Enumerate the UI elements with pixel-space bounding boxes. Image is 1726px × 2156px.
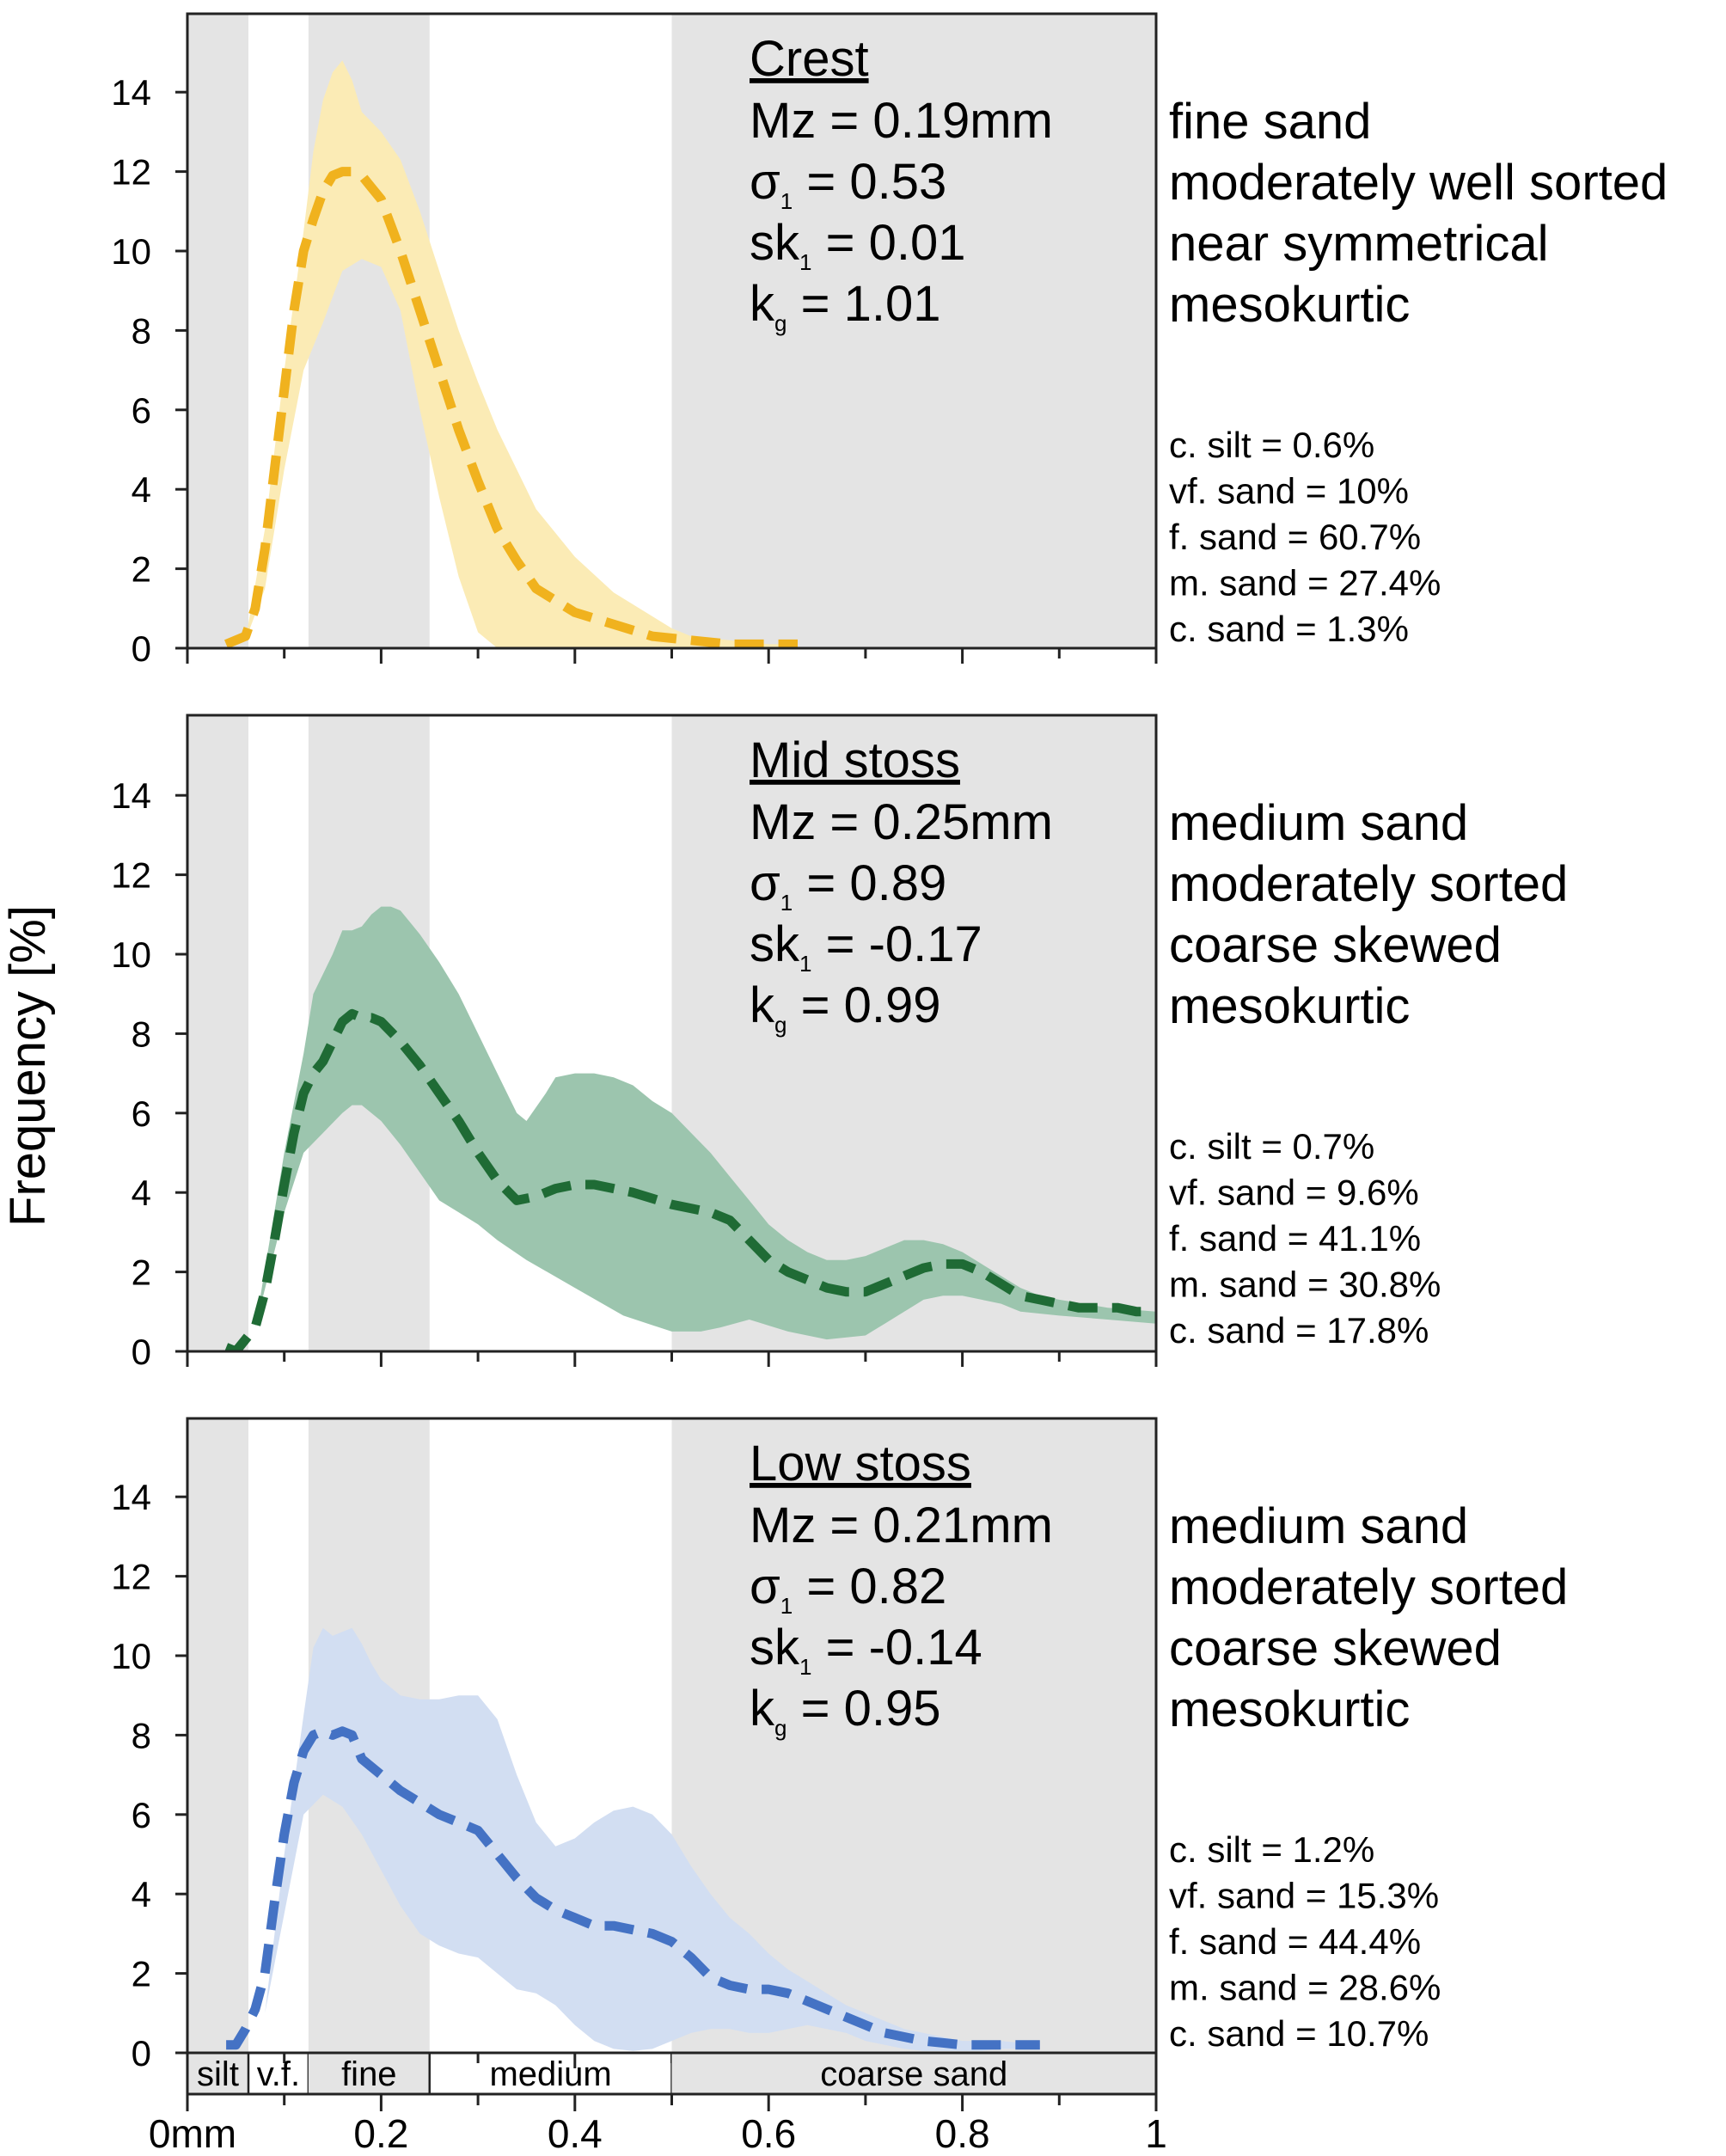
- y-tick-label: 10: [111, 934, 151, 975]
- composition-line: c. silt = 0.7%: [1169, 1126, 1374, 1167]
- x-tick-label: 0mm: [149, 2111, 236, 2156]
- class-shade-coarse-sand: [671, 14, 1156, 648]
- class-cell-fine: [308, 2053, 430, 2094]
- composition-line: c. sand = 17.8%: [1169, 1310, 1429, 1351]
- composition-line: vf. sand = 10%: [1169, 471, 1409, 511]
- stat-line: kg = 0.95: [750, 1681, 940, 1741]
- y-tick-label: 8: [132, 1715, 151, 1755]
- class-shade-silt: [187, 1418, 249, 2053]
- stat-line: sk1 = -0.17: [750, 916, 982, 977]
- composition-line: m. sand = 28.6%: [1169, 1968, 1441, 2008]
- panel-title: Mid stoss: [750, 732, 960, 788]
- range-band: [245, 60, 799, 648]
- class-label-coarse-sand: coarse sand: [820, 2055, 1007, 2093]
- x-tick-label: 0.4: [548, 2111, 603, 2156]
- composition-line: c. silt = 0.6%: [1169, 425, 1374, 465]
- classification-line: coarse skewed: [1169, 1620, 1502, 1676]
- y-tick-label: 6: [132, 1795, 151, 1835]
- range-band: [265, 1627, 1040, 2051]
- classification-line: coarse skewed: [1169, 917, 1502, 973]
- x-axis: 0mm 0.2 0.4 0.6 0.8 1: [149, 2092, 1167, 2156]
- classification-line: medium sand: [1169, 795, 1468, 851]
- composition-line: c. sand = 1.3%: [1169, 609, 1409, 649]
- stat-line: sk1 = 0.01: [750, 215, 965, 275]
- y-tick-label: 2: [132, 549, 151, 590]
- stat-line: Mz = 0.25mm: [750, 794, 1053, 850]
- y-tick-label: 8: [132, 310, 151, 351]
- classification-line: fine sand: [1169, 94, 1371, 150]
- stat-line: Mz = 0.21mm: [750, 1498, 1053, 1553]
- composition-line: c. silt = 1.2%: [1169, 1829, 1374, 1870]
- class-label-silt: silt: [197, 2055, 239, 2093]
- y-tick-label: 14: [111, 72, 151, 113]
- y-axis-label: Frequency [%]: [0, 905, 56, 1227]
- y-tick-label: 14: [111, 1477, 151, 1517]
- panel-title: Crest: [750, 31, 869, 87]
- classification-line: near symmetrical: [1169, 216, 1549, 272]
- composition-line: f. sand = 60.7%: [1169, 517, 1421, 557]
- classification-line: medium sand: [1169, 1498, 1468, 1554]
- stat-line: σ1 = 0.53: [750, 154, 946, 214]
- mean-curve: [226, 1726, 1040, 2050]
- class-label-v-f-: v.f.: [257, 2055, 300, 2093]
- composition-line: f. sand = 44.4%: [1169, 1921, 1421, 1962]
- y-tick-label: 4: [132, 469, 151, 510]
- composition-line: m. sand = 30.8%: [1169, 1265, 1441, 1305]
- y-tick-label: 2: [132, 1253, 151, 1293]
- stat-line: sk1 = -0.14: [750, 1620, 982, 1680]
- grain-class-bar: silt v.f. fine medium coarse sand: [186, 2051, 1158, 2096]
- y-tick-label: 0: [132, 628, 151, 669]
- y-tick-label: 4: [132, 1173, 151, 1213]
- classification-line: moderately sorted: [1169, 1559, 1568, 1615]
- stat-line: kg = 1.01: [750, 276, 940, 336]
- mean-curve: [224, 1008, 1156, 1351]
- class-shade-silt: [187, 715, 249, 1351]
- class-label-fine: fine: [341, 2055, 397, 2093]
- y-tick-label: 12: [111, 1557, 151, 1597]
- classification-line: mesokurtic: [1169, 277, 1410, 333]
- composition-line: vf. sand = 9.6%: [1169, 1173, 1419, 1213]
- stat-line: σ1 = 0.82: [750, 1559, 946, 1619]
- stat-line: kg = 0.99: [750, 977, 940, 1038]
- y-tick-label: 8: [132, 1014, 151, 1054]
- classification-line: moderately sorted: [1169, 856, 1568, 912]
- x-tick-label: 0.6: [741, 2111, 796, 2156]
- y-tick-label: 6: [132, 1093, 151, 1134]
- composition-line: f. sand = 41.1%: [1169, 1218, 1421, 1259]
- composition-line: vf. sand = 15.3%: [1169, 1876, 1439, 1916]
- panel-title: Low stoss: [750, 1436, 971, 1491]
- x-tick-label: 0.2: [353, 2111, 408, 2156]
- y-tick-label: 10: [111, 1636, 151, 1676]
- y-tick-label: 14: [111, 775, 151, 816]
- classification-line: moderately well sorted: [1169, 155, 1668, 211]
- y-tick-label: 6: [132, 390, 151, 431]
- y-tick-label: 10: [111, 231, 151, 272]
- x-tick-label: 1: [1145, 2111, 1167, 2156]
- y-tick-label: 0: [132, 2033, 151, 2073]
- mean-curve: [223, 167, 798, 648]
- range-band: [254, 906, 1156, 1340]
- class-cell-coarse-sand: [671, 2053, 1156, 2094]
- y-tick-label: 12: [111, 152, 151, 193]
- y-tick-label: 12: [111, 855, 151, 896]
- y-tick-label: 2: [132, 1954, 151, 1994]
- classification-line: mesokurtic: [1169, 978, 1410, 1034]
- composition-line: c. sand = 10.7%: [1169, 2013, 1429, 2054]
- panel-low-stoss: 0 2 4 6 8 10 12 14 Low stoss Mz = 0.21mm σ1 = 0.82…: [111, 1417, 1568, 2073]
- x-tick-label: 0.8: [935, 2111, 990, 2156]
- y-tick-label: 4: [132, 1874, 151, 1914]
- y-tick-label: 0: [132, 1332, 151, 1372]
- class-cell-silt: [187, 2053, 249, 2094]
- class-label-medium: medium: [489, 2055, 611, 2093]
- stat-line: σ1 = 0.89: [750, 855, 946, 916]
- class-shade-silt: [187, 14, 249, 648]
- classification-line: mesokurtic: [1169, 1681, 1410, 1737]
- stat-line: Mz = 0.19mm: [750, 93, 1053, 149]
- composition-line: m. sand = 27.4%: [1169, 563, 1441, 603]
